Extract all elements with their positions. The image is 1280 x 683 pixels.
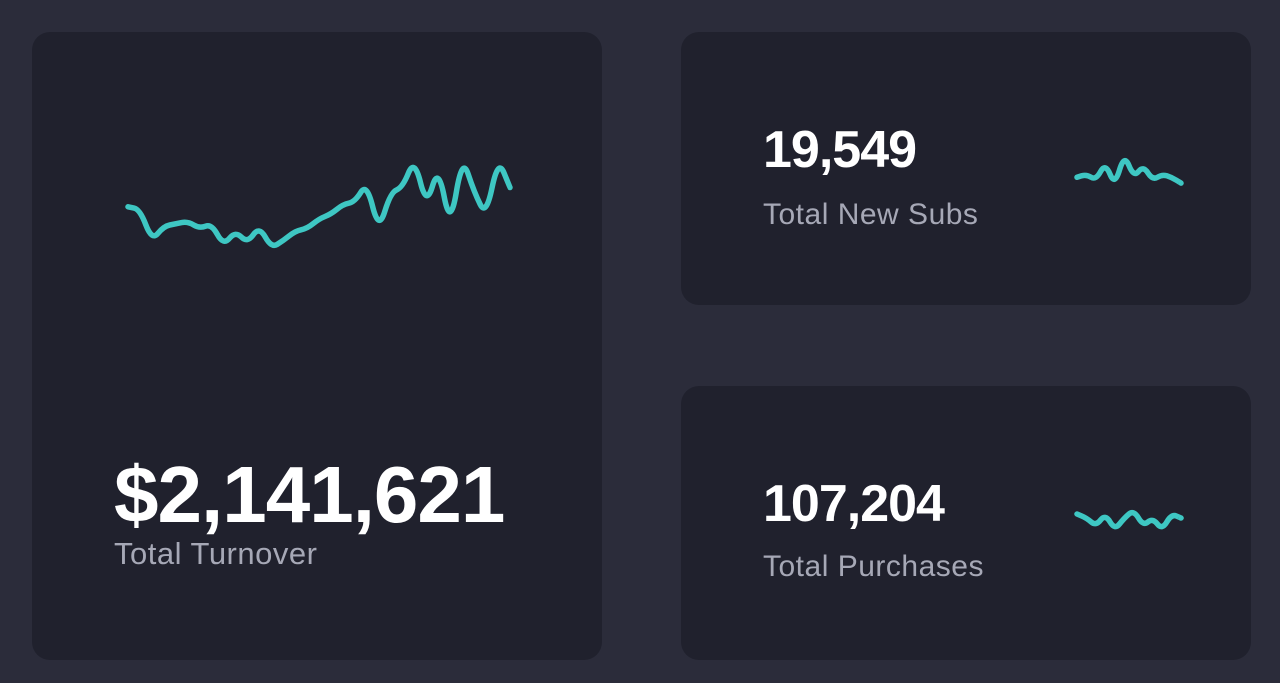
new-subs-card: 19,549 Total New Subs: [681, 32, 1251, 305]
turnover-label: Total Turnover: [114, 536, 318, 571]
new-subs-label: Total New Subs: [763, 198, 979, 231]
turnover-value: $2,141,621: [114, 450, 505, 539]
new-subs-value: 19,549: [763, 121, 917, 179]
new-subs-sparkline: [1074, 158, 1184, 186]
turnover-card: $2,141,621 Total Turnover: [32, 32, 602, 660]
purchases-card: 107,204 Total Purchases: [681, 386, 1251, 660]
purchases-sparkline: [1074, 509, 1184, 530]
sparkline-line: [125, 164, 513, 249]
turnover-sparkline: [125, 164, 513, 249]
sparkline-line: [1074, 158, 1184, 186]
sparkline-line: [1074, 509, 1184, 530]
purchases-label: Total Purchases: [763, 550, 984, 583]
purchases-value: 107,204: [763, 475, 945, 533]
